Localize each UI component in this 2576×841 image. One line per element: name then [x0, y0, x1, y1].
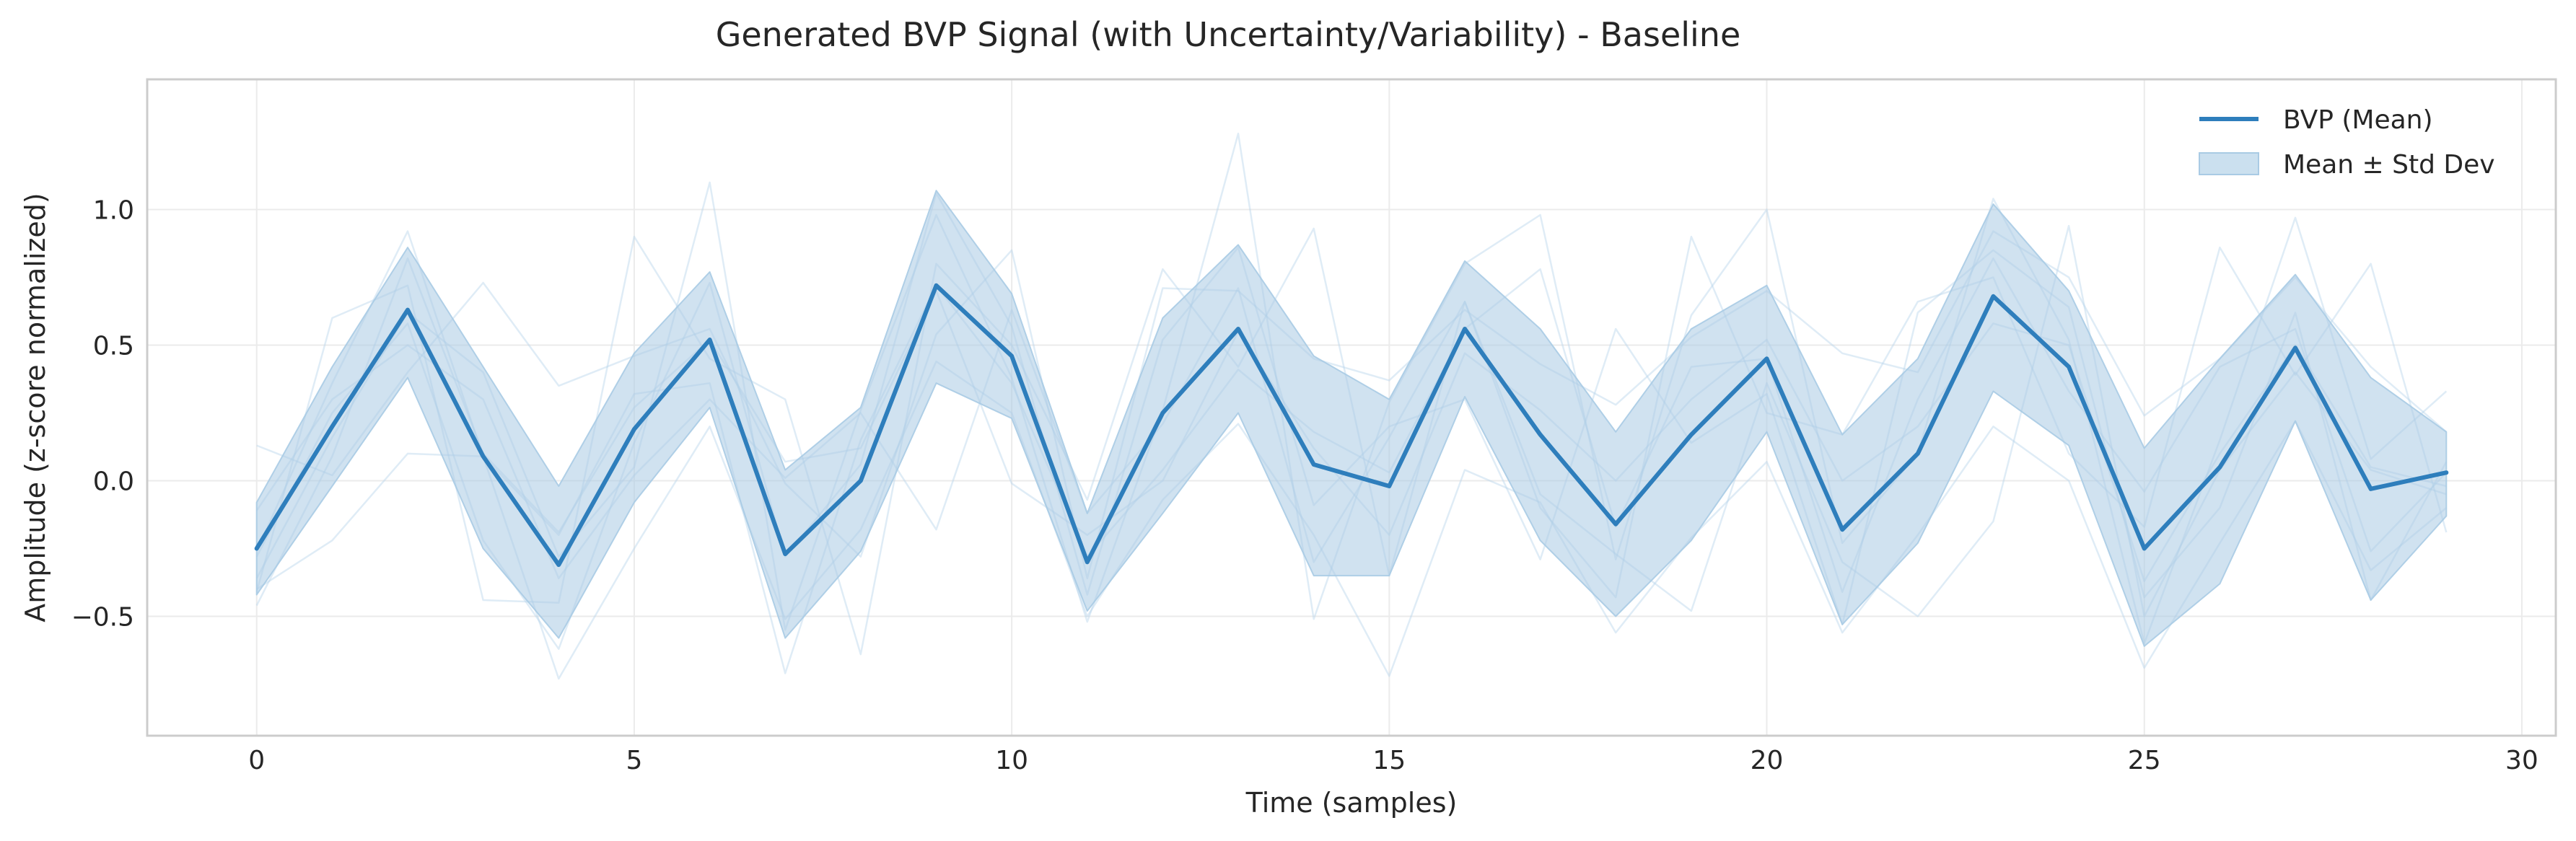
y-tick-label: 0.0	[93, 467, 134, 497]
legend: BVP (Mean) Mean ± Std Dev	[2199, 105, 2495, 180]
x-tick-label: 30	[2505, 746, 2538, 775]
y-tick-label: 1.0	[93, 195, 134, 225]
x-tick-label: 25	[2128, 746, 2161, 775]
x-tick-label: 10	[995, 746, 1028, 775]
mean-line	[254, 283, 2449, 568]
std-dev-band	[255, 190, 2448, 647]
x-tick-label: 5	[626, 746, 642, 775]
y-axis-label: Amplitude (z-score normalized)	[19, 193, 51, 622]
mean-line-path	[254, 283, 2449, 568]
legend-mean-label: BVP (Mean)	[2283, 105, 2433, 135]
y-tick-label: −0.5	[71, 603, 134, 633]
plot-frame	[146, 78, 2557, 737]
chart-title: Generated BVP Signal (with Uncertainty/V…	[716, 15, 1741, 54]
y-tick-label: 0.5	[93, 332, 134, 361]
legend-band-swatch	[2199, 152, 2259, 175]
x-axis-label: Time (samples)	[1245, 787, 1458, 819]
sample-trace-2	[256, 230, 2448, 580]
x-tick-label: 20	[1751, 746, 1784, 775]
x-tick-label: 0	[248, 746, 265, 775]
axis-ticks: 0 5 10 15 20 25 30 −0.5 0.0 0.5 1.0	[71, 195, 2538, 775]
sample-trace-1	[256, 360, 2448, 680]
legend-band-label: Mean ± Std Dev	[2283, 150, 2495, 180]
std-dev-band-area	[255, 190, 2448, 647]
x-tick-label: 15	[1372, 746, 1406, 775]
